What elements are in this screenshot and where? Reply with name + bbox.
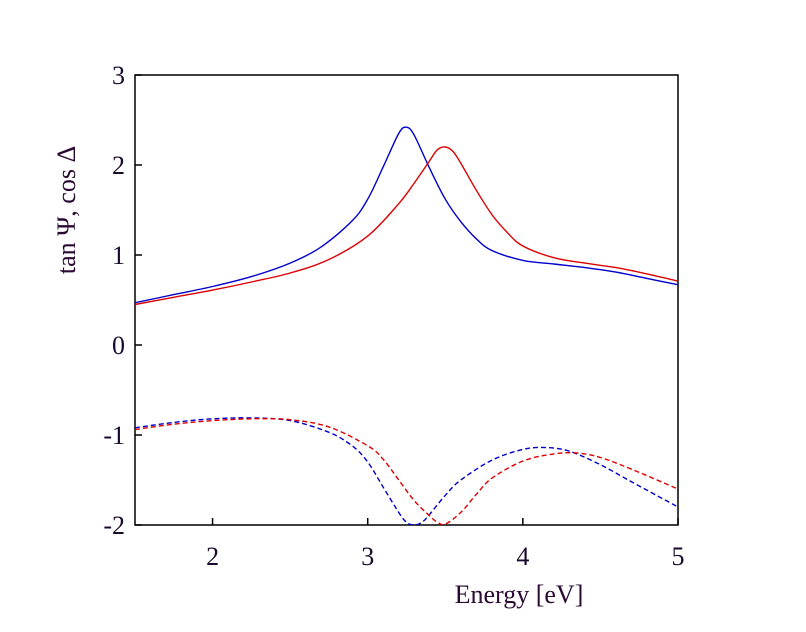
x-tick-label: 2: [206, 542, 219, 571]
series-line-4-dashed: [135, 417, 678, 525]
y-axis-label: tan Ψ, cos Δ: [52, 146, 81, 274]
y-tick-label: -1: [103, 421, 125, 450]
x-tick-label: 4: [516, 542, 529, 571]
series-line-1-solid: [135, 126, 678, 304]
y-tick-label: -2: [103, 511, 125, 540]
y-tick-label: 1: [112, 241, 125, 270]
x-tick-label: 5: [672, 542, 685, 571]
y-tick-label: 3: [112, 61, 125, 90]
x-axis-label: Energy [eV]: [455, 580, 584, 609]
x-tick-label: 3: [361, 542, 374, 571]
y-tick-label: 2: [112, 151, 125, 180]
plot-frame: [134, 74, 679, 526]
series-line-3-dashed: [135, 417, 678, 525]
series-line-2-solid: [135, 146, 678, 306]
y-tick-label: 0: [112, 331, 125, 360]
